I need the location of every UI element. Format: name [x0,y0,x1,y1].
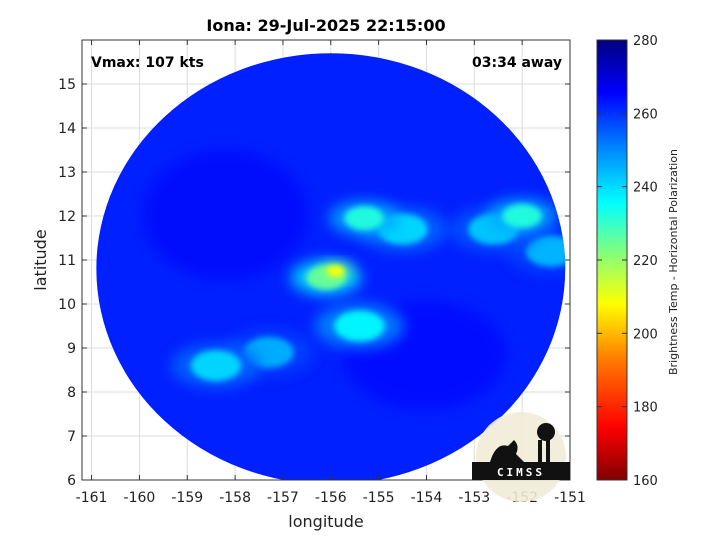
y-tick-label: 14 [58,121,76,137]
y-tick-label: 7 [67,429,76,445]
x-tick-label: -158 [219,490,251,506]
colorbar-tick-label: 260 [633,107,658,122]
swath-layer [96,53,566,480]
x-tick-label: -157 [267,490,299,506]
y-tick-label: 10 [58,297,76,313]
bt-feature [344,206,385,231]
bt-feature [190,350,242,381]
y-tick-label: 8 [67,385,76,401]
chart-title: Iona: 29-Jul-2025 22:15:00 [206,16,445,35]
x-axis-label: longitude [288,512,363,531]
y-tick-label: 13 [58,165,76,181]
y-tick-label: 12 [58,209,76,225]
x-tick-label: -159 [171,490,203,506]
colorbar-tick-label: 160 [633,474,658,489]
x-tick-label: -153 [458,490,490,506]
logo-text: CIMSS [497,466,545,479]
axis-ticks: -161-160-159-158-157-156-155-154-153-152… [58,40,586,506]
colorbar-tick-label: 240 [633,181,658,196]
x-tick-label: -156 [315,490,347,506]
bt-feature [525,235,566,267]
cimss-logo: CIMSS [472,412,570,502]
colorbar-tick-label: 220 [633,254,658,269]
colorbar-tick-label: 280 [633,34,658,49]
y-tick-label: 15 [58,77,76,93]
x-tick-label: -161 [76,490,108,506]
x-tick-label: -151 [554,490,586,506]
bt-feature [502,203,542,229]
colorbar-tick-label: 200 [633,327,658,342]
vmax-annotation: Vmax: 107 kts [91,55,204,71]
x-tick-label: -160 [124,490,156,506]
x-tick-label: -155 [363,490,395,506]
colorbar-tick-label: 180 [633,401,658,416]
y-axis-label: latitude [31,229,50,290]
bt-feature [334,310,385,342]
y-tick-label: 11 [58,253,76,269]
swath-shade [143,150,308,280]
colorbar-ticks: 160 180 200 220 240 260 280 [597,34,658,489]
x-tick-label: -154 [411,490,443,506]
y-tick-label: 6 [67,473,76,489]
y-tick-label: 9 [67,341,76,357]
bt-feature [326,265,345,277]
colorbar-label: Brightness Temp - Horizontal Polarizatio… [667,149,680,375]
time-away-annotation: 03:34 away [472,55,562,71]
